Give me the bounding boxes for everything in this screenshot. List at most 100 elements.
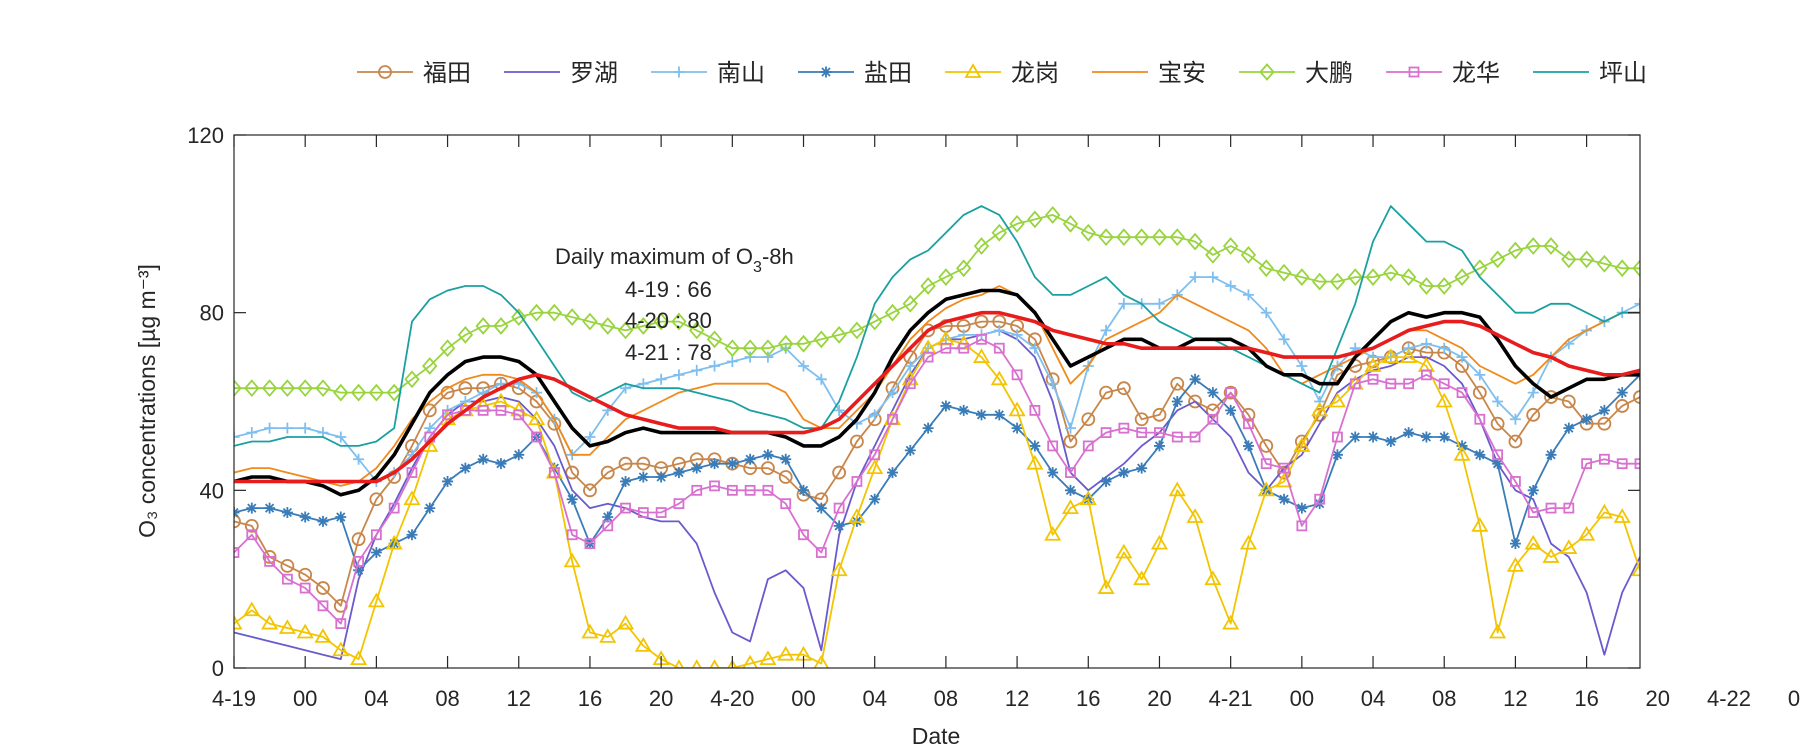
data-point-plus-79 [1634,298,1640,310]
data-point-triangle-64 [1364,357,1382,372]
data-point-square-17 [531,431,542,443]
data-point-square-85 [1742,473,1751,482]
data-point-diamond-72 [1507,241,1524,260]
data-point-plus-32 [798,360,810,372]
data-point-plus-68 [1438,342,1450,354]
data-point-diamond-0 [234,379,242,398]
data-point-square-68 [1438,378,1450,390]
x-tick-label-9: 04 [862,686,886,711]
data-point-diamond-68 [1436,277,1452,295]
data-point-square-14 [477,404,489,416]
data-point-diamond-24 [653,312,669,331]
data-point-triangle-47 [1061,499,1080,514]
data-point-square-25 [673,498,685,510]
legend: 福田 罗湖 南山 盐田 龙岗 宝安 大鹏 龙华 坪山 [357,59,1647,87]
legend-item-大鹏: 大鹏 [1239,59,1353,87]
data-point-square-32 [798,529,809,541]
data-point-asterisk-37 [887,467,899,479]
data-point-diamond-53 [1169,228,1185,247]
y-tick-label-0: 0 [212,656,224,681]
data-point-square-67 [1421,369,1432,381]
series-line-10 [234,310,1640,484]
series-福田 [234,314,1735,613]
data-point-square-78 [1616,458,1628,470]
data-point-square-27 [709,480,720,492]
data-point-plus-73 [1527,387,1539,399]
data-point-triangle-1 [243,601,261,617]
data-point-triangle-77 [1595,503,1613,519]
data-point-asterisk-33 [815,502,827,514]
series-line-0 [234,320,1640,607]
data-point-circle-84 [1723,458,1735,470]
data-point-plus-38 [904,360,916,372]
data-point-circle-81 [1670,431,1682,443]
data-point-square-65 [1385,378,1397,390]
data-point-asterisk-25 [673,467,685,479]
data-point-triangle-23 [634,637,652,652]
data-point-plus-legend-2 [673,66,685,78]
data-point-asterisk-67 [1420,431,1432,443]
data-point-triangle-48 [1079,490,1097,506]
data-point-diamond-3 [279,379,296,398]
data-point-triangle-68 [1435,392,1453,408]
data-point-plus-20 [584,431,596,443]
data-point-square-62 [1332,431,1343,443]
x-tick-label-15: 00 [1290,686,1314,711]
data-point-asterisk-64 [1367,431,1379,443]
data-point-asterisk-53 [1171,396,1183,407]
series-line-9 [234,288,1640,497]
data-point-square-37 [887,413,898,425]
x-tick-label-19: 16 [1574,686,1598,711]
data-point-asterisk-55 [1207,387,1219,399]
data-point-plus-3 [281,422,293,434]
data-point-square-59 [1278,462,1290,474]
data-point-circle-58 [1259,439,1274,453]
legend-label-2: 南山 [717,59,765,87]
data-point-asterisk-74 [1545,449,1557,461]
data-point-asterisk-13 [459,462,471,474]
data-point-asterisk-24 [655,471,667,483]
data-point-diamond-12 [439,339,456,358]
data-point-circle-73 [1526,407,1541,422]
data-point-circle-71 [1490,416,1505,431]
x-tick-label-6: 20 [649,686,673,711]
data-point-asterisk-52 [1153,440,1165,452]
data-point-asterisk-50 [1118,467,1130,479]
y-tick-label-3: 120 [187,123,224,148]
data-point-square-51 [1136,427,1148,438]
data-point-square-9 [388,502,400,514]
data-point-circle-56 [1223,385,1238,400]
data-point-square-12 [442,409,453,421]
data-point-asterisk-22 [620,475,632,487]
data-point-asterisk-30 [762,449,774,461]
data-point-diamond-2 [261,379,278,398]
data-point-asterisk-8 [370,547,382,559]
data-point-plus-81 [1670,289,1681,300]
data-point-square-53 [1171,431,1183,443]
data-point-plus-7 [353,453,365,465]
data-point-circle-49 [1099,385,1113,400]
data-point-diamond-15 [493,317,509,335]
data-point-diamond-50 [1116,228,1132,247]
data-point-diamond-67 [1418,277,1435,295]
data-point-asterisk-62 [1331,449,1343,461]
data-point-asterisk-46 [1047,467,1059,479]
x-tick-label-14: 4-21 [1209,686,1253,711]
data-point-plus-69 [1456,351,1468,363]
data-point-diamond-18 [546,303,563,322]
data-point-square-26 [691,484,703,496]
data-point-circle-39 [921,323,936,338]
data-point-asterisk-68 [1438,431,1450,443]
data-point-triangle-0 [234,614,243,630]
x-tick-label-4: 12 [507,686,531,711]
data-point-asterisk-54 [1189,373,1201,385]
y-axis-title: O₃ concentrations [µg m⁻³] [134,264,160,538]
data-point-diamond-63 [1347,268,1363,287]
data-point-diamond-60 [1294,268,1310,287]
data-point-diamond-14 [475,317,491,335]
data-point-asterisk-16 [513,449,525,461]
data-point-circle-legend-0 [378,65,392,79]
data-point-asterisk-70 [1474,449,1486,461]
data-point-triangle-6 [332,641,350,657]
data-point-plus-28 [726,356,738,368]
